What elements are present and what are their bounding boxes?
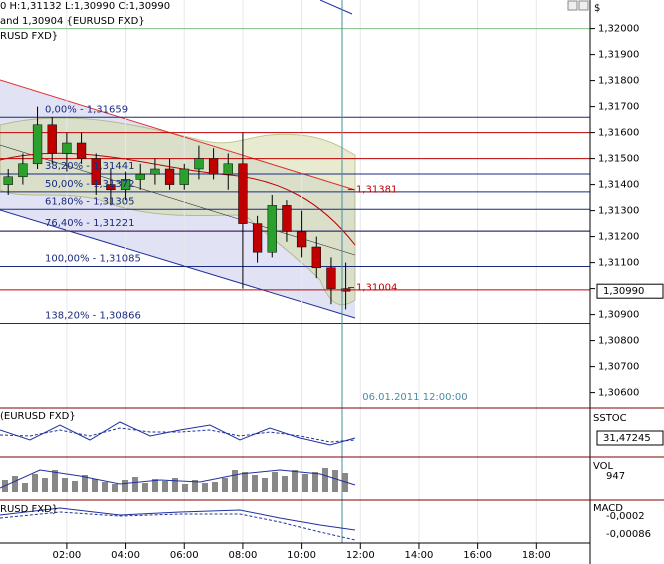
macd-value2: -0,00086 — [606, 529, 651, 540]
candle-body — [252, 223, 263, 253]
y-tick-label: 1,30900 — [598, 310, 639, 321]
y-tick-label: 1,30700 — [598, 362, 639, 373]
fib-label: 100,00% - 1,31085 — [45, 254, 141, 265]
candle-body — [47, 124, 57, 154]
y-tick-label: 1,30600 — [598, 388, 639, 399]
y-tick-label: 1,31200 — [598, 232, 639, 243]
y-tick-label: 1,30800 — [598, 336, 639, 347]
trend-line — [319, 0, 353, 15]
fib-label: 138,20% - 1,30866 — [45, 310, 141, 321]
symbol-header: RUSD FXD} — [0, 31, 58, 42]
x-tick-label: 04:00 — [111, 550, 140, 561]
fib-label: 61,80% - 1,31305 — [45, 196, 134, 207]
fib-label: 38,20% - 1,31441 — [45, 161, 134, 172]
cursor-label: 06.01.2011 12:00:00 — [362, 392, 467, 403]
minimize-button[interactable] — [567, 0, 578, 11]
candle-body — [282, 205, 292, 232]
currency: $ — [594, 3, 600, 14]
candle-body — [311, 246, 321, 269]
candle-body — [106, 184, 116, 191]
fib-label: 76,40% - 1,31221 — [45, 218, 134, 229]
candle-body — [3, 176, 13, 185]
macd-signal — [0, 511, 356, 541]
candle-body — [135, 173, 145, 180]
y-tick-label: 1,31900 — [598, 50, 639, 61]
fib-label: 0,00% - 1,31659 — [45, 104, 128, 115]
candle-body — [223, 163, 233, 175]
candle-body — [120, 179, 131, 191]
channel-mid — [0, 144, 356, 256]
close-button[interactable] — [578, 0, 589, 11]
stoch-d — [0, 427, 356, 443]
x-tick-label: 16:00 — [463, 550, 492, 561]
x-tick-label: 18:00 — [522, 550, 551, 561]
y-tick-label: 1,31400 — [598, 180, 639, 191]
y-tick-label: 1,31600 — [598, 128, 639, 139]
candle-body — [76, 142, 87, 159]
x-tick-label: 06:00 — [170, 550, 199, 561]
y-tick-label: 1,31700 — [598, 102, 639, 113]
candle-body — [208, 158, 219, 175]
stoch-value: 31,47245 — [603, 433, 651, 444]
candle-body — [267, 205, 277, 253]
fib-label: 50,00% - 1,31372 — [45, 179, 134, 190]
stoch-title: (EURUSD FXD} — [0, 411, 76, 422]
ohlc-header: 0 H:1,31132 L:1,30990 C:1,30990 — [0, 1, 170, 12]
macd-value: -0,0002 — [606, 511, 645, 522]
channel-label: 1,31004 — [356, 283, 397, 294]
macd-title: RUSD FXD} — [0, 504, 58, 515]
candle-body — [326, 267, 336, 289]
last-price-label: 1,30990 — [603, 286, 644, 297]
candle-body — [91, 158, 101, 185]
y-tick-label: 1,31300 — [598, 206, 639, 217]
x-tick-label: 12:00 — [346, 550, 375, 561]
y-tick-label: 1,31500 — [598, 154, 639, 165]
x-tick-label: 14:00 — [405, 550, 434, 561]
y-tick-label: 1,31800 — [598, 76, 639, 87]
channel-bottom — [0, 209, 356, 319]
channel-top — [0, 79, 356, 191]
candle-body — [150, 168, 160, 175]
x-tick-label: 10:00 — [287, 550, 316, 561]
vol-name: VOL — [593, 461, 614, 472]
candle-body — [179, 168, 189, 185]
macd-name: MACD — [593, 503, 623, 514]
stoch-k — [0, 421, 356, 446]
channel-label: 1,31381 — [356, 185, 397, 196]
candle-body — [238, 163, 248, 224]
y-tick-label: 1,32000 — [598, 24, 639, 35]
volume-average — [0, 469, 356, 489]
candle-body — [18, 163, 28, 178]
vol-value: 947 — [606, 471, 625, 482]
band-header: and 1,30904 {EURUSD FXD} — [0, 16, 145, 27]
y-tick-label: 1,31100 — [598, 258, 639, 269]
candle-body — [164, 168, 175, 185]
bollinger-band — [0, 117, 356, 306]
last-price-box — [596, 283, 664, 299]
x-tick-label: 02:00 — [52, 550, 81, 561]
candle-body — [340, 288, 351, 292]
candle-body — [194, 158, 204, 170]
x-tick-label: 08:00 — [229, 550, 258, 561]
candle-body — [296, 231, 307, 248]
macd-line — [0, 507, 356, 531]
candle-body — [62, 142, 72, 154]
candle-body — [32, 124, 43, 165]
stoch-name: SSTOC — [593, 413, 627, 424]
main-panel — [0, 0, 590, 543]
stoch-value-box — [596, 430, 664, 446]
